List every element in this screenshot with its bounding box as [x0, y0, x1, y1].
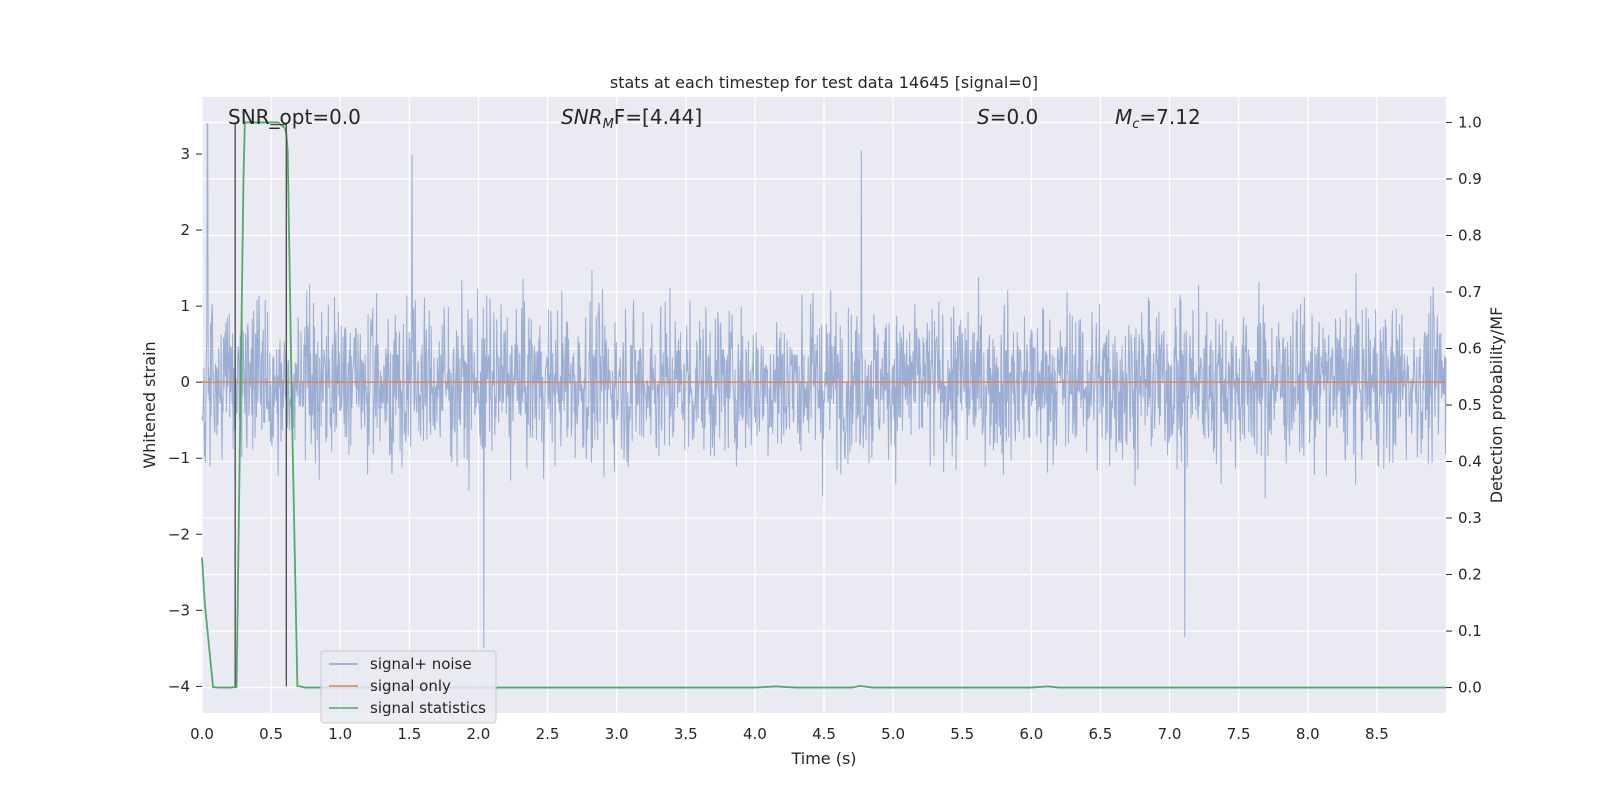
x-tick-label: 3.5 [674, 725, 698, 743]
y-tick-label: −3 [168, 601, 190, 619]
y-tick-label: −4 [168, 677, 190, 695]
y2-axis-label: Detection probability/MF [1487, 307, 1506, 504]
x-tick-label: 4.0 [743, 725, 767, 743]
x-tick-label: 4.5 [812, 725, 836, 743]
x-tick-label: 7.5 [1227, 725, 1251, 743]
legend-label-signal-noise: signal+ noise [370, 655, 472, 673]
y2-tick-label: 0.2 [1458, 566, 1482, 584]
y2-tick-label: 0.6 [1458, 339, 1482, 357]
series-signal-noise-line [201, 123, 1447, 649]
y2-tick-label: 0.3 [1458, 509, 1482, 527]
y-tick-label: −1 [168, 449, 190, 467]
annotation-snr-mf-rest: F=[4.44] [614, 105, 702, 129]
legend-box [320, 650, 497, 724]
y-tick-label: 2 [180, 221, 190, 239]
y-tick-label: 1 [180, 297, 190, 315]
x-tick-label: 2.0 [467, 725, 491, 743]
annotation-snr-opt: SNR_opt=0.0 [228, 105, 361, 129]
legend-label-signal-only: signal only [370, 677, 451, 695]
annotation-s-rest: =0.0 [990, 105, 1039, 129]
annotation-mc-var: M [1115, 105, 1132, 129]
y2-tick-label: 0.7 [1458, 283, 1482, 301]
legend-label-signal-statistics: signal statistics [370, 699, 486, 717]
x-tick-label: 5.0 [881, 725, 905, 743]
annotation-snr-mf-sub: M [603, 117, 614, 132]
x-tick-label: 2.5 [536, 725, 560, 743]
x-tick-label: 5.5 [950, 725, 974, 743]
y-tick-label: 0 [180, 373, 190, 391]
annotation-s: S=0.0 [977, 105, 1038, 129]
y2-tick-label: 0.9 [1458, 170, 1482, 188]
x-axis-label: Time (s) [790, 749, 856, 768]
annotation-s-var: S [977, 105, 990, 129]
y2-tick-label: 0.0 [1458, 679, 1482, 697]
x-tick-label: 8.0 [1296, 725, 1320, 743]
y2-tick-label: 1.0 [1458, 113, 1482, 131]
x-tick-label: 6.5 [1089, 725, 1113, 743]
y-tick-label: −2 [168, 525, 190, 543]
y-tick-label: 3 [180, 145, 190, 163]
annotation-snr-mf: SNRMF=[4.44] [561, 105, 702, 132]
y-axis-label: Whitened strain [140, 341, 159, 468]
y2-tick-label: 0.8 [1458, 226, 1482, 244]
legend: signal+ noise signal only signal statist… [320, 650, 497, 724]
chart-title: stats at each timestep for test data 146… [610, 73, 1038, 92]
x-tick-label: 0.0 [190, 725, 214, 743]
annotation-snr-mf-main: SNR [561, 105, 603, 129]
axes-layer: 0.0 0.5 1.0 1.5 2.0 2.5 3.0 3.5 4.0 4.5 5.0 5.5 6.0 6… [168, 113, 1482, 743]
annotation-mc-sub: c [1132, 117, 1139, 132]
x-tick-label: 1.0 [328, 725, 352, 743]
y2-tick-label: 0.5 [1458, 396, 1482, 414]
x-tick-label: 6.0 [1019, 725, 1043, 743]
x-tick-label: 1.5 [397, 725, 421, 743]
x-tick-label: 0.5 [259, 725, 283, 743]
x-tick-label: 7.0 [1158, 725, 1182, 743]
x-tick-label: 8.5 [1365, 725, 1389, 743]
x-tick-label: 3.0 [605, 725, 629, 743]
y2-tick-label: 0.1 [1458, 622, 1482, 640]
annotation-mc-rest: =7.12 [1139, 105, 1200, 129]
y2-tick-label: 0.4 [1458, 453, 1482, 471]
annotation-mc: Mc=7.12 [1115, 105, 1201, 132]
